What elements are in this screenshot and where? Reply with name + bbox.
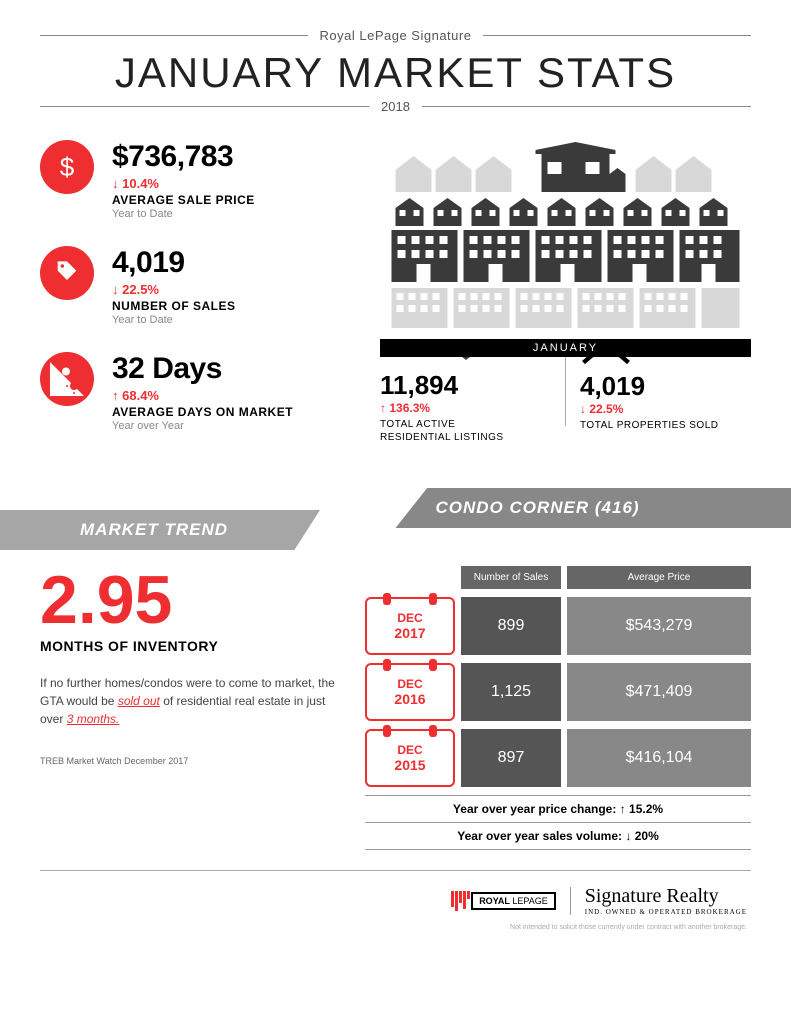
disclaimer: Not intended to solicit those currently … [40, 924, 751, 931]
days-sub: Year over Year [112, 420, 293, 432]
houses-illustration: JANUARY [380, 140, 751, 340]
right-column: JANUARY 11,894 136.3% TOTAL ACTIVE RESIDE… [380, 140, 751, 458]
rule [483, 35, 751, 36]
calendar-icon: DEC2015 [365, 729, 455, 787]
signature-realty-logo: Signature Realty IND. OWNED & OPERATED B… [585, 885, 747, 916]
listings-change: 136.3% [380, 401, 551, 415]
rule [40, 35, 308, 36]
listings-stat: 11,894 136.3% TOTAL ACTIVE RESIDENTIAL LI… [380, 370, 551, 444]
listings-value: 11,894 [380, 370, 551, 401]
num-sales-stat: 4,019 22.5% NUMBER OF SALES Year to Date [40, 246, 350, 326]
calendar-icon: DEC2016 [365, 663, 455, 721]
num-sales-sub: Year to Date [112, 314, 236, 326]
avg-price-sub: Year to Date [112, 208, 255, 220]
yoy-volume: Year over year sales volume: 20% [365, 822, 751, 850]
condo-price-cell: $543,279 [567, 597, 751, 655]
num-sales-label: NUMBER OF SALES [112, 299, 236, 313]
condo-corner: Number of Sales Average Price DEC2017 89… [365, 566, 751, 850]
condo-row: DEC2015 897 $416,104 [365, 729, 751, 787]
sold-stat: 4,019 22.5% TOTAL PROPERTIES SOLD [580, 371, 751, 432]
condo-sales-cell: 897 [461, 729, 561, 787]
listings-label1: TOTAL ACTIVE [380, 419, 455, 430]
rule [40, 106, 369, 107]
days-value: 32 Days [112, 352, 293, 386]
sold-value: 4,019 [580, 371, 751, 402]
avg-price-change: 10.4% [112, 176, 255, 191]
condo-price-cell: $471,409 [567, 663, 751, 721]
header: Royal LePage Signature JANUARY MARKET ST… [40, 28, 751, 114]
condo-header-price: Average Price [567, 566, 751, 589]
year: 2018 [381, 99, 410, 114]
sold-change: 22.5% [580, 402, 751, 416]
condo-row: DEC2016 1,125 $471,409 [365, 663, 751, 721]
month-bar: JANUARY [380, 339, 751, 357]
condo-sales-cell: 899 [461, 597, 561, 655]
calendar-icon: DEC2017 [365, 597, 455, 655]
condo-sales-cell: 1,125 [461, 663, 561, 721]
days-label: AVERAGE DAYS ON MARKET [112, 405, 293, 419]
trend-text: If no further homes/condos were to come … [40, 674, 340, 728]
dollar-icon: $ [40, 140, 94, 194]
condo-header-sales: Number of Sales [461, 566, 561, 589]
listings-label2: RESIDENTIAL LISTINGS [380, 432, 504, 443]
yoy-price: Year over year price change: 15.2% [365, 795, 751, 822]
market-trend: 2.95 MONTHS OF INVENTORY If no further h… [40, 566, 340, 850]
days-market-stat: 32 Days 68.4% AVERAGE DAYS ON MARKET Yea… [40, 352, 350, 432]
footer: ROYAL LEPAGE Signature Realty IND. OWNED… [40, 885, 751, 916]
condo-price-cell: $416,104 [567, 729, 751, 787]
page-title: JANUARY MARKET STATS [40, 49, 751, 97]
days-change: 68.4% [112, 388, 293, 403]
sold-label1: TOTAL PROPERTIES SOLD [580, 420, 719, 431]
months-inventory-label: MONTHS OF INVENTORY [40, 638, 340, 654]
day-night-icon [40, 352, 94, 406]
trend-source: TREB Market Watch December 2017 [40, 756, 340, 766]
avg-price-label: AVERAGE SALE PRICE [112, 193, 255, 207]
months-inventory-value: 2.95 [40, 566, 340, 634]
brand-name: Royal LePage Signature [320, 28, 472, 43]
trend-banner: MARKET TREND [0, 510, 320, 550]
tag-icon [40, 246, 94, 300]
footer-divider [40, 870, 751, 871]
num-sales-value: 4,019 [112, 246, 236, 280]
royal-lepage-logo: ROYAL LEPAGE [451, 891, 556, 911]
num-sales-change: 22.5% [112, 282, 236, 297]
rule [422, 106, 751, 107]
avg-sale-price-stat: $ $736,783 10.4% AVERAGE SALE PRICE Year… [40, 140, 350, 220]
left-column: $ $736,783 10.4% AVERAGE SALE PRICE Year… [40, 140, 350, 458]
avg-price-value: $736,783 [112, 140, 255, 174]
condo-row: DEC2017 899 $543,279 [365, 597, 751, 655]
